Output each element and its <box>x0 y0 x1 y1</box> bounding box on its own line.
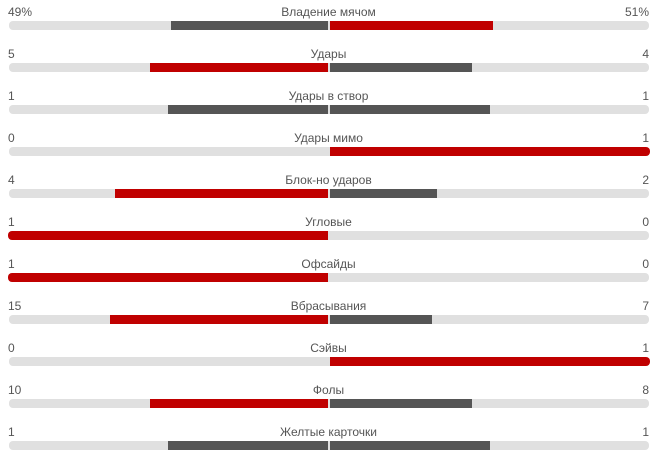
stat-home-value: 0 <box>8 131 15 145</box>
stat-row: 5 Удары 4 <box>0 47 657 89</box>
stat-row: 0 Сэйвы 1 <box>0 341 657 383</box>
stat-away-value: 7 <box>642 299 649 313</box>
stat-bar-track <box>9 315 649 324</box>
stat-bar-away <box>330 63 472 72</box>
stat-bar-home <box>110 315 328 324</box>
stat-bar-away <box>330 189 437 198</box>
stat-bar-away <box>330 399 472 408</box>
stat-bar-away <box>330 357 650 366</box>
stat-home-value: 1 <box>8 257 15 271</box>
stat-home-value: 15 <box>8 299 22 313</box>
stat-label: Офсайды <box>301 257 356 271</box>
stat-bar-home <box>168 441 328 450</box>
stat-home-value: 10 <box>8 383 22 397</box>
stat-bar-track <box>8 273 649 282</box>
stat-home-value: 1 <box>8 89 15 103</box>
stat-label: Удары мимо <box>294 131 363 145</box>
stat-home-value: 0 <box>8 341 15 355</box>
stat-bar-away <box>330 147 650 156</box>
stat-row: 10 Фолы 8 <box>0 383 657 425</box>
stat-label: Блок-но ударов <box>285 173 372 187</box>
stat-label: Сэйвы <box>310 341 347 355</box>
stat-label: Фолы <box>312 383 345 397</box>
stat-bar-track <box>9 21 649 30</box>
stat-bar-home <box>115 189 328 198</box>
stat-bar-track <box>9 147 650 156</box>
stat-row: 1 Угловые 0 <box>0 215 657 257</box>
stat-bar-home <box>150 399 328 408</box>
stat-away-value: 8 <box>642 383 649 397</box>
stat-home-value: 1 <box>8 425 15 439</box>
stat-away-value: 0 <box>642 215 649 229</box>
stat-label: Удары <box>310 47 347 61</box>
stat-away-value: 0 <box>642 257 649 271</box>
stat-bar-track <box>8 231 649 240</box>
stat-home-value: 1 <box>8 215 15 229</box>
stat-label: Вбрасывания <box>290 299 367 313</box>
stat-row: 15 Вбрасывания 7 <box>0 299 657 341</box>
stat-home-value: 49% <box>8 5 33 19</box>
stat-row: 0 Удары мимо 1 <box>0 131 657 173</box>
stat-bar-away <box>330 315 432 324</box>
stat-bar-home <box>171 21 328 30</box>
stat-bar-track <box>9 105 649 114</box>
stat-bar-home <box>168 105 328 114</box>
stat-row: 1 Офсайды 0 <box>0 257 657 299</box>
stat-label: Удары в створ <box>288 89 369 103</box>
stat-bar-home <box>8 273 328 282</box>
stat-label: Угловые <box>305 215 352 229</box>
stat-away-value: 1 <box>642 425 649 439</box>
stat-row: 1 Желтые карточки 1 <box>0 425 657 467</box>
stat-away-value: 2 <box>642 173 649 187</box>
stat-bar-track <box>9 63 649 72</box>
stat-bar-away <box>330 441 490 450</box>
stat-away-value: 4 <box>642 47 649 61</box>
stat-bar-away <box>330 21 493 30</box>
stat-bar-track <box>9 441 649 450</box>
stat-bar-track <box>9 189 649 198</box>
stat-bar-track <box>9 357 650 366</box>
stat-away-value: 1 <box>642 131 649 145</box>
stat-bar-home <box>8 231 328 240</box>
stat-away-value: 51% <box>624 5 649 19</box>
stat-away-value: 1 <box>642 341 649 355</box>
stat-bar-home <box>150 63 328 72</box>
stat-row: 4 Блок-но ударов 2 <box>0 173 657 215</box>
stat-bar-away <box>330 105 490 114</box>
stat-label: Владение мячом <box>281 5 376 19</box>
stat-bar-track <box>9 399 649 408</box>
stat-row: 49% Владение мячом 51% <box>0 5 657 47</box>
stat-home-value: 4 <box>8 173 15 187</box>
stat-home-value: 5 <box>8 47 15 61</box>
stat-row: 1 Удары в створ 1 <box>0 89 657 131</box>
stat-label: Желтые карточки <box>280 425 377 439</box>
stat-away-value: 1 <box>642 89 649 103</box>
